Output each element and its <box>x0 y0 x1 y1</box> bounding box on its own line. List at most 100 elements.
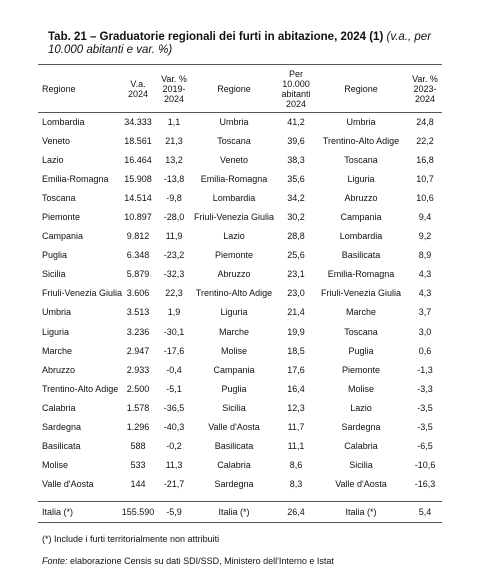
cell: 0,6 <box>418 345 432 356</box>
cell: -0,4 <box>166 364 182 375</box>
cell: 34,2 <box>287 193 305 204</box>
cell: Campania <box>340 212 382 223</box>
cell: 2.933 <box>126 364 150 375</box>
row: Lazio 16.464 13,2 Veneto 38,3 Toscana 16,8 <box>38 151 442 170</box>
header-cell: Regione <box>190 65 278 113</box>
row: Umbria 3.513 1,9 Liguria 21,4 Marche 3,7 <box>38 303 442 322</box>
cell: -16,3 <box>414 478 436 489</box>
row: Abruzzo 2.933 -0,4 Campania 17,6 Piemonte -1,3 <box>38 360 442 379</box>
cell: Molise <box>220 345 247 356</box>
cell: Veneto <box>219 155 249 166</box>
cell: Sardegna <box>42 421 82 432</box>
table-body: Lombardia 34.333 1,1 Umbria 41,2 Umbria 24,8 Ve… <box>38 113 442 523</box>
cell: 26,4 <box>287 506 305 517</box>
row: Toscana 14.514 -9,8 Lombardia 34,2 Abruzzo 10,… <box>38 189 442 208</box>
cell: Lombardia <box>212 193 256 204</box>
total-row: Italia (*) 155.590 -5,9 Italia (*) 26,4 Itali… <box>38 501 442 523</box>
cell: Sicilia <box>42 269 66 280</box>
cell: Abruzzo <box>42 364 76 375</box>
cell: 2.947 <box>126 345 150 356</box>
cell: Liguria <box>42 326 70 337</box>
cell: Lombardia <box>42 117 85 128</box>
cell: 3,0 <box>418 326 432 337</box>
cell: Liguria <box>220 307 248 318</box>
cell: Umbria <box>42 307 72 318</box>
header-line: 10.000 <box>282 78 310 89</box>
cell: -21,7 <box>163 478 185 489</box>
cell: 10.897 <box>124 212 152 223</box>
source-text: elaborazione Censis su dati SDI/SSD, Min… <box>70 556 334 566</box>
cell: Basilicata <box>42 440 81 451</box>
cell: Puglia <box>42 250 68 261</box>
header-row: Regione V.a. 2024 Var. % 2019- 2024 Regione Per… <box>38 65 442 113</box>
row: Valle d'Aosta 144 -21,7 Sardegna 8,3 Valle d'… <box>38 474 442 493</box>
header-line: abitanti <box>281 88 311 99</box>
cell: 34.333 <box>124 117 152 128</box>
cell: 9,4 <box>418 212 432 223</box>
cell: 41,2 <box>287 117 305 128</box>
cell: Puglia <box>348 345 374 356</box>
cell: 35,6 <box>287 174 305 185</box>
header-line: 2023- <box>413 83 437 94</box>
cell: Marche <box>42 345 73 356</box>
cell: Trentino-Alto Adige <box>42 383 119 394</box>
cell: 39,6 <box>287 136 305 147</box>
cell: Toscana <box>217 136 251 147</box>
header-line: V.a. <box>130 78 146 89</box>
cell: Campania <box>213 364 255 375</box>
cell: Sardegna <box>214 478 254 489</box>
cell: Friuli-Venezia Giulia <box>320 288 402 299</box>
cell: 1,1 <box>167 117 181 128</box>
cell: Valle d'Aosta <box>335 478 387 489</box>
cell: 25,6 <box>287 250 305 261</box>
source: Fonte: elaborazione Censis su dati SDI/S… <box>42 556 334 566</box>
table: Regione V.a. 2024 Var. % 2019- 2024 Regione Per… <box>38 64 442 523</box>
cell: 6.348 <box>126 250 150 261</box>
cell: -36,5 <box>163 402 185 413</box>
cell: 11,7 <box>287 421 305 432</box>
header-cell: Var. % 2023- 2024 <box>408 65 442 113</box>
cell: 9,2 <box>418 231 432 242</box>
cell: Piemonte <box>341 364 381 375</box>
cell: 21,3 <box>165 136 183 147</box>
cell: -9,8 <box>166 193 182 204</box>
cell: Toscana <box>344 326 378 337</box>
cell: 14.514 <box>124 193 152 204</box>
header-line: 2024 <box>414 93 436 104</box>
row: Campania 9.812 11,9 Lazio 28,8 Lombardia 9,2 <box>38 227 442 246</box>
row: Puglia 6.348 -23,2 Piemonte 25,6 Basilicata 8,… <box>38 246 442 265</box>
cell: 144 <box>130 478 146 489</box>
cell: 3,7 <box>418 307 432 318</box>
cell: 8,6 <box>289 459 303 470</box>
row: Sicilia 5.879 -32,3 Abruzzo 23,1 Emilia-Romag… <box>38 265 442 284</box>
cell: 18.561 <box>124 136 152 147</box>
row: Emilia-Romagna 15.908 -13,8 Emilia-Romagna 3… <box>38 170 442 189</box>
cell: 13,2 <box>165 155 183 166</box>
cell: 11,1 <box>287 440 305 451</box>
row: Trentino-Alto Adige 2.500 -5,1 Puglia 16,4 Mo… <box>38 379 442 398</box>
cell: Sicilia <box>222 402 246 413</box>
row: Sardegna 1.296 -40,3 Valle d'Aosta 11,7 Sarde… <box>38 417 442 436</box>
cell: 533 <box>130 459 146 470</box>
cell: 24,8 <box>416 117 434 128</box>
footnote: (*) Include i furti territorialmente non… <box>42 534 220 544</box>
cell: -28,0 <box>163 212 185 223</box>
cell: 8,9 <box>418 250 432 261</box>
cell: Calabria <box>344 440 378 451</box>
cell: 4,3 <box>418 269 432 280</box>
cell: Sicilia <box>349 459 373 470</box>
cell: 12,3 <box>287 402 305 413</box>
cell: 21,4 <box>287 307 305 318</box>
row: Calabria 1.578 -36,5 Sicilia 12,3 Lazio -3,5 <box>38 398 442 417</box>
header-line: Regione <box>344 83 378 94</box>
cell: Abruzzo <box>217 269 251 280</box>
cell: Trentino-Alto Adige <box>195 288 273 299</box>
cell: Veneto <box>42 136 71 147</box>
cell: Marche <box>345 307 376 318</box>
cell: 16,8 <box>416 155 434 166</box>
cell: 10,7 <box>416 174 434 185</box>
title-main: Tab. 21 – Graduatorie regionali dei furt… <box>48 31 384 43</box>
cell: 3.513 <box>126 307 150 318</box>
cell: 5.879 <box>126 269 150 280</box>
